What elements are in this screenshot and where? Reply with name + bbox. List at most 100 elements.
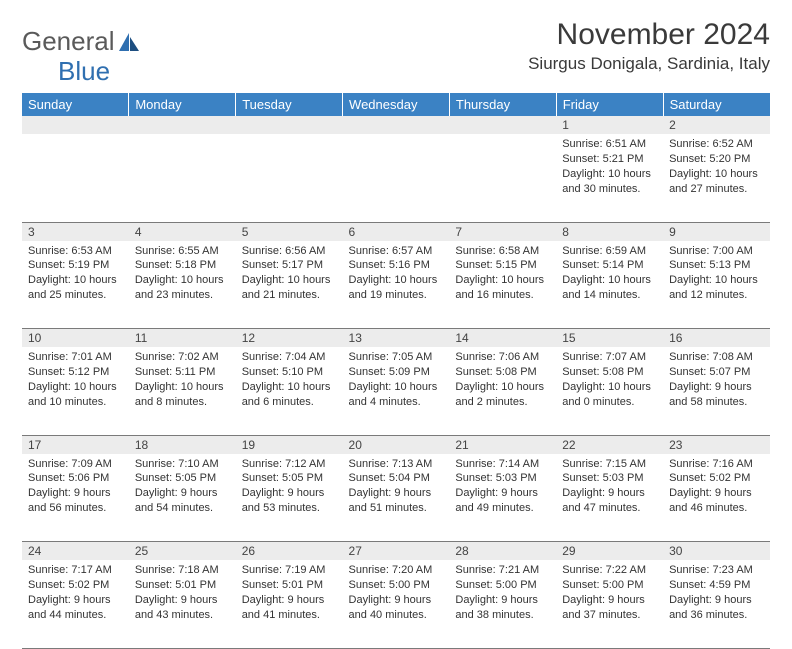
daylight-text: Daylight: 9 hours and 38 minutes.	[455, 593, 550, 623]
daylight-text: Daylight: 9 hours and 37 minutes.	[562, 593, 657, 623]
daylight-text: Daylight: 10 hours and 12 minutes.	[669, 273, 764, 303]
daylight-text: Daylight: 10 hours and 6 minutes.	[242, 380, 337, 410]
sunset-text: Sunset: 5:20 PM	[669, 152, 764, 167]
day-cell: Sunrise: 6:52 AMSunset: 5:20 PMDaylight:…	[663, 134, 770, 222]
sunrise-text: Sunrise: 6:56 AM	[242, 244, 337, 259]
daylight-text: Daylight: 10 hours and 19 minutes.	[349, 273, 444, 303]
sunrise-text: Sunrise: 7:19 AM	[242, 563, 337, 578]
sunrise-text: Sunrise: 7:02 AM	[135, 350, 230, 365]
daylight-text: Daylight: 9 hours and 41 minutes.	[242, 593, 337, 623]
day-cell-inner: Sunrise: 7:13 AMSunset: 5:04 PMDaylight:…	[343, 454, 450, 520]
sunset-text: Sunset: 5:13 PM	[669, 258, 764, 273]
day-cell	[236, 134, 343, 222]
day-cell-inner: Sunrise: 7:05 AMSunset: 5:09 PMDaylight:…	[343, 347, 450, 413]
daylight-text: Daylight: 9 hours and 56 minutes.	[28, 486, 123, 516]
day-number-cell: 5	[236, 222, 343, 241]
daylight-text: Daylight: 10 hours and 23 minutes.	[135, 273, 230, 303]
day-cell-inner: Sunrise: 6:59 AMSunset: 5:14 PMDaylight:…	[556, 241, 663, 307]
sunset-text: Sunset: 5:15 PM	[455, 258, 550, 273]
sunset-text: Sunset: 5:08 PM	[455, 365, 550, 380]
sunset-text: Sunset: 5:18 PM	[135, 258, 230, 273]
sunrise-text: Sunrise: 7:22 AM	[562, 563, 657, 578]
sunrise-text: Sunrise: 6:57 AM	[349, 244, 444, 259]
day-number-row: 10111213141516	[22, 329, 770, 348]
daylight-text: Daylight: 9 hours and 46 minutes.	[669, 486, 764, 516]
day-number-cell	[449, 116, 556, 134]
weekday-header: Friday	[556, 93, 663, 116]
day-cell-inner: Sunrise: 7:20 AMSunset: 5:00 PMDaylight:…	[343, 560, 450, 626]
brand-logo: General	[22, 18, 141, 57]
day-number-row: 24252627282930	[22, 542, 770, 561]
day-number-cell: 7	[449, 222, 556, 241]
sunrise-text: Sunrise: 7:13 AM	[349, 457, 444, 472]
daylight-text: Daylight: 9 hours and 44 minutes.	[28, 593, 123, 623]
day-cell-inner: Sunrise: 7:02 AMSunset: 5:11 PMDaylight:…	[129, 347, 236, 413]
sunset-text: Sunset: 5:10 PM	[242, 365, 337, 380]
day-cell-inner: Sunrise: 6:56 AMSunset: 5:17 PMDaylight:…	[236, 241, 343, 307]
sunset-text: Sunset: 5:09 PM	[349, 365, 444, 380]
day-number-cell: 3	[22, 222, 129, 241]
day-cell: Sunrise: 7:21 AMSunset: 5:00 PMDaylight:…	[449, 560, 556, 648]
daylight-text: Daylight: 10 hours and 25 minutes.	[28, 273, 123, 303]
weekday-header: Tuesday	[236, 93, 343, 116]
day-cell	[22, 134, 129, 222]
sunrise-text: Sunrise: 7:04 AM	[242, 350, 337, 365]
day-number-cell: 12	[236, 329, 343, 348]
sunset-text: Sunset: 5:05 PM	[135, 471, 230, 486]
day-cell	[343, 134, 450, 222]
day-cell: Sunrise: 7:14 AMSunset: 5:03 PMDaylight:…	[449, 454, 556, 542]
day-cell-inner: Sunrise: 6:52 AMSunset: 5:20 PMDaylight:…	[663, 134, 770, 200]
day-cell: Sunrise: 7:20 AMSunset: 5:00 PMDaylight:…	[343, 560, 450, 648]
day-cell-inner: Sunrise: 7:09 AMSunset: 5:06 PMDaylight:…	[22, 454, 129, 520]
day-number-cell: 18	[129, 435, 236, 454]
sunrise-text: Sunrise: 7:18 AM	[135, 563, 230, 578]
day-cell: Sunrise: 7:13 AMSunset: 5:04 PMDaylight:…	[343, 454, 450, 542]
day-cell-inner: Sunrise: 7:17 AMSunset: 5:02 PMDaylight:…	[22, 560, 129, 626]
daylight-text: Daylight: 9 hours and 43 minutes.	[135, 593, 230, 623]
day-cell: Sunrise: 6:55 AMSunset: 5:18 PMDaylight:…	[129, 241, 236, 329]
sunset-text: Sunset: 5:00 PM	[562, 578, 657, 593]
day-cell: Sunrise: 7:22 AMSunset: 5:00 PMDaylight:…	[556, 560, 663, 648]
day-cell: Sunrise: 7:19 AMSunset: 5:01 PMDaylight:…	[236, 560, 343, 648]
day-cell: Sunrise: 7:06 AMSunset: 5:08 PMDaylight:…	[449, 347, 556, 435]
sunset-text: Sunset: 5:16 PM	[349, 258, 444, 273]
day-number-cell	[343, 116, 450, 134]
sunrise-text: Sunrise: 7:05 AM	[349, 350, 444, 365]
day-content-row: Sunrise: 7:09 AMSunset: 5:06 PMDaylight:…	[22, 454, 770, 542]
day-content-row: Sunrise: 6:51 AMSunset: 5:21 PMDaylight:…	[22, 134, 770, 222]
sunrise-text: Sunrise: 7:08 AM	[669, 350, 764, 365]
day-number-cell: 10	[22, 329, 129, 348]
sunset-text: Sunset: 5:03 PM	[562, 471, 657, 486]
day-number-row: 3456789	[22, 222, 770, 241]
brand-part2: Blue	[58, 56, 110, 86]
daylight-text: Daylight: 9 hours and 40 minutes.	[349, 593, 444, 623]
day-cell-inner: Sunrise: 7:22 AMSunset: 5:00 PMDaylight:…	[556, 560, 663, 626]
weekday-header-row: SundayMondayTuesdayWednesdayThursdayFrid…	[22, 93, 770, 116]
day-cell-inner: Sunrise: 7:08 AMSunset: 5:07 PMDaylight:…	[663, 347, 770, 413]
sunset-text: Sunset: 5:07 PM	[669, 365, 764, 380]
day-cell: Sunrise: 7:17 AMSunset: 5:02 PMDaylight:…	[22, 560, 129, 648]
daylight-text: Daylight: 9 hours and 47 minutes.	[562, 486, 657, 516]
sunset-text: Sunset: 5:01 PM	[135, 578, 230, 593]
day-cell: Sunrise: 6:59 AMSunset: 5:14 PMDaylight:…	[556, 241, 663, 329]
sunset-text: Sunset: 5:14 PM	[562, 258, 657, 273]
weekday-header: Sunday	[22, 93, 129, 116]
daylight-text: Daylight: 9 hours and 36 minutes.	[669, 593, 764, 623]
day-number-row: 12	[22, 116, 770, 134]
sunrise-text: Sunrise: 6:51 AM	[562, 137, 657, 152]
day-cell: Sunrise: 6:58 AMSunset: 5:15 PMDaylight:…	[449, 241, 556, 329]
daylight-text: Daylight: 9 hours and 53 minutes.	[242, 486, 337, 516]
day-number-cell: 27	[343, 542, 450, 561]
day-cell-inner: Sunrise: 7:04 AMSunset: 5:10 PMDaylight:…	[236, 347, 343, 413]
day-cell-inner: Sunrise: 7:00 AMSunset: 5:13 PMDaylight:…	[663, 241, 770, 307]
daylight-text: Daylight: 10 hours and 2 minutes.	[455, 380, 550, 410]
day-cell: Sunrise: 7:18 AMSunset: 5:01 PMDaylight:…	[129, 560, 236, 648]
brand-sail-icon	[117, 31, 141, 53]
sunrise-text: Sunrise: 7:06 AM	[455, 350, 550, 365]
calendar-table: SundayMondayTuesdayWednesdayThursdayFrid…	[22, 93, 770, 649]
day-number-cell: 17	[22, 435, 129, 454]
sunrise-text: Sunrise: 6:52 AM	[669, 137, 764, 152]
daylight-text: Daylight: 10 hours and 30 minutes.	[562, 167, 657, 197]
sunset-text: Sunset: 5:00 PM	[349, 578, 444, 593]
day-cell: Sunrise: 7:10 AMSunset: 5:05 PMDaylight:…	[129, 454, 236, 542]
